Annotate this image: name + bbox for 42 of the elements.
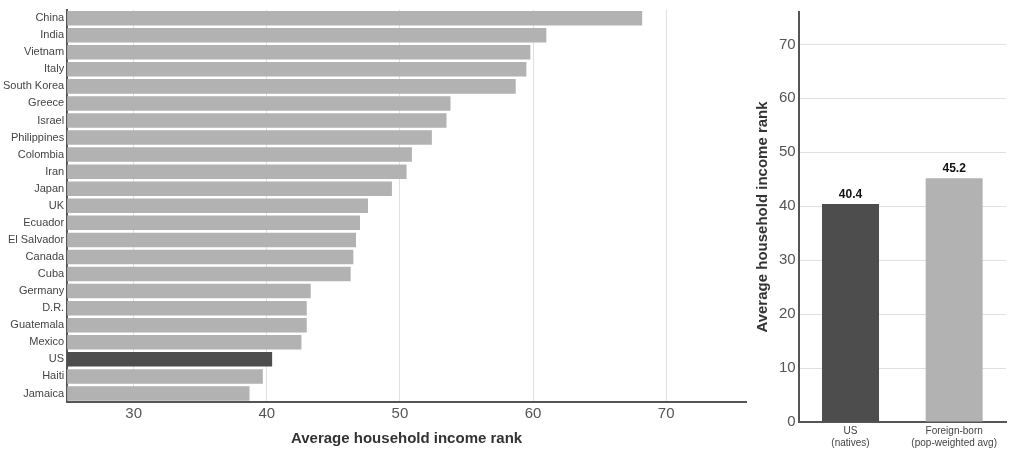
y-tick-label: Israel [37,113,65,126]
y-tick-label: Colombia [17,147,66,160]
y-tick-label: 0 [787,412,796,430]
y-tick-label: 30 [779,250,796,268]
y-tick-label: 60 [779,88,796,106]
x-tick-label: 50 [391,404,409,422]
y-tick-label: 20 [779,304,796,322]
y-tick-label: India [40,28,66,41]
y-tick-label: Iran [45,164,65,177]
y-tick-label: Haiti [42,369,65,382]
y-tick-label: UK [48,198,65,211]
y-tick-label: El Salvador [7,232,65,245]
x-tick-label: 30 [125,404,143,422]
y-tick-label: 40 [779,196,796,214]
y-tick-label: Cuba [37,267,66,280]
y-tick-label: Jamaica [23,386,66,399]
x-tick-label: 60 [524,404,542,422]
x-tick-label: Foreign-born (pop-weighted avg) [911,424,997,448]
y-tick-label: Ecuador [23,215,65,228]
y-tick-label: Mexico [29,335,65,348]
y-tick-label: Philippines [10,130,65,143]
y-tick-label: Vietnam [24,45,65,58]
y-tick-label: 50 [779,142,796,160]
y-tick-label: US [48,352,65,365]
x-tick-label: 40 [258,404,276,422]
y-tick-label: Greece [28,96,65,109]
y-tick-label: China [35,11,66,24]
y-tick-label: Canada [25,250,66,263]
y-tick-label: Germany [18,284,65,297]
y-tick-label: 10 [779,358,796,376]
x-tick-label: US (natives) [831,424,870,448]
data-label: 45.2 [942,161,967,176]
x-tick-label: 70 [657,404,675,422]
y-tick-label: D.R. [42,301,65,314]
y-axis-title: Average household income rank [753,100,771,333]
y-tick-label: 70 [779,34,796,52]
data-label: 40.4 [838,187,863,202]
y-tick-label: Japan [34,181,65,194]
y-tick-label: Italy [43,62,65,75]
y-tick-label: Guatemala [10,318,66,331]
y-tick-label: South Korea [3,79,66,92]
x-axis-title: Average household income rank [290,429,523,447]
